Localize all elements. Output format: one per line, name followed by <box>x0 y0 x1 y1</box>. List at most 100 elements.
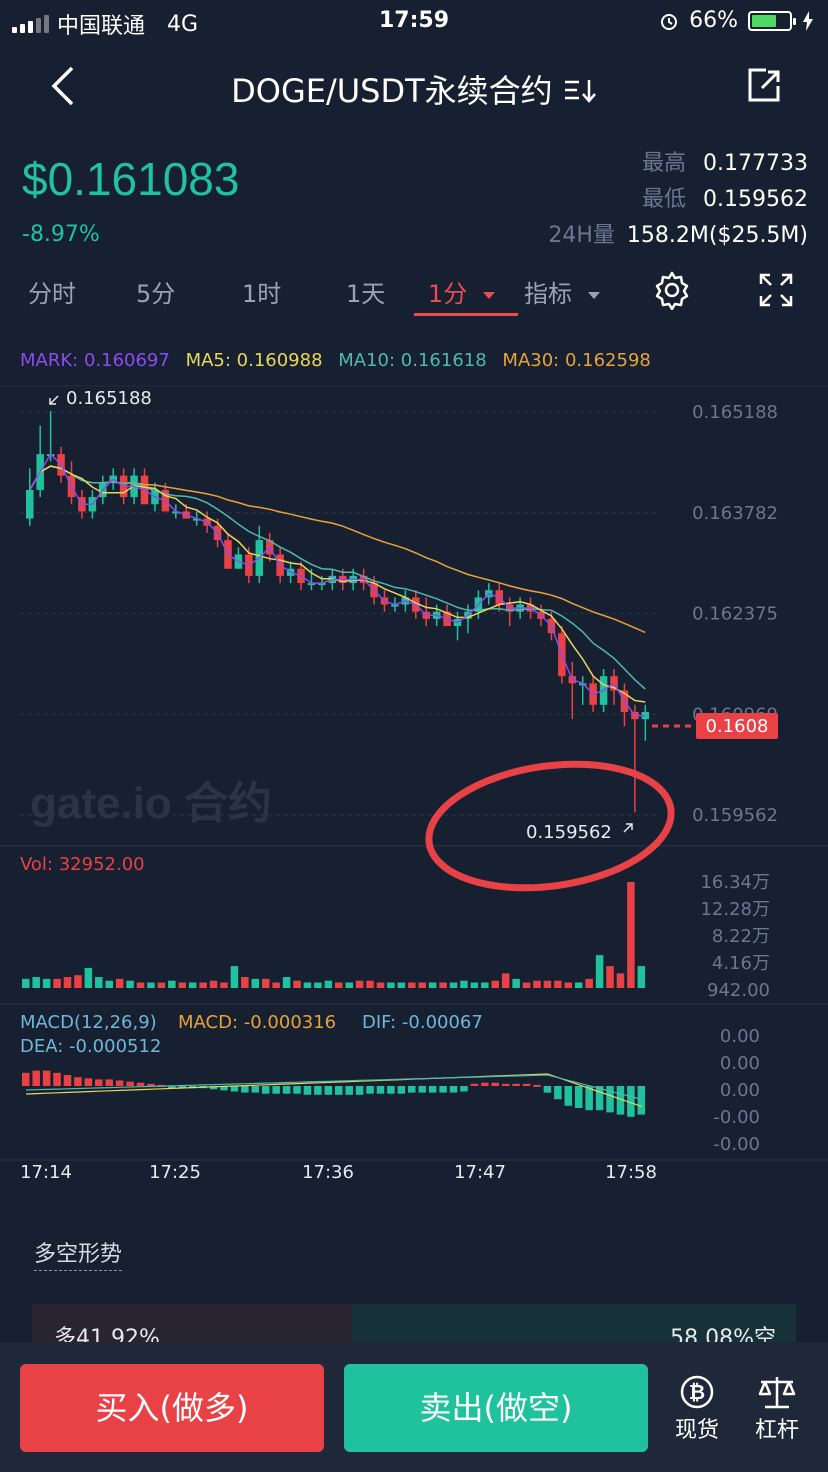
back-button[interactable] <box>40 62 88 110</box>
volume-label: 24H量 <box>548 223 615 248</box>
volume-bar <box>470 982 479 988</box>
volume-bar <box>439 982 447 988</box>
x-tick-label: 17:47 <box>454 1162 506 1183</box>
macd-bar <box>408 1086 416 1093</box>
volume-bar <box>408 982 416 988</box>
candle-body <box>26 489 34 519</box>
macd-bar <box>335 1086 343 1095</box>
settings-icon[interactable] <box>652 270 692 310</box>
share-button[interactable] <box>740 62 788 110</box>
macd-bar <box>147 1083 155 1086</box>
tab-5min[interactable]: 5分 <box>136 280 176 308</box>
mark-label: MARK: 0.160697 <box>20 350 170 371</box>
kline-chart[interactable]: gate.io 合约 0.165188 0.163782 0.162375 0.160… <box>0 340 828 1200</box>
macd-bar <box>241 1086 249 1093</box>
dea-line <box>25 1074 642 1100</box>
macd-tick-label: 0.00 <box>720 1080 760 1101</box>
volume-bar <box>554 980 562 988</box>
volume-bar <box>251 978 260 988</box>
macd-bar <box>595 1086 604 1111</box>
x-tick-label: 17:58 <box>605 1162 657 1183</box>
candle-body <box>192 518 201 521</box>
spot-button[interactable]: ₿ 现货 <box>662 1372 732 1444</box>
chart-grid <box>0 385 828 1161</box>
tab-timeshare[interactable]: 分时 <box>28 280 76 308</box>
macd-bar <box>543 1086 552 1093</box>
macd-bar <box>168 1086 176 1088</box>
macd-bar <box>42 1070 51 1086</box>
macd-tick-label: 0.00 <box>720 1026 760 1047</box>
macd-bar <box>324 1086 333 1095</box>
macd-bar <box>105 1079 113 1086</box>
high-label: 最高 <box>641 151 686 176</box>
volume-bar <box>418 982 426 988</box>
switch-pair-icon[interactable] <box>563 78 597 104</box>
ma10-label: MA10: 0.161618 <box>338 350 487 371</box>
volume-bar <box>22 978 30 988</box>
volume-bar <box>397 982 406 988</box>
volume-bar <box>512 978 520 988</box>
volume-bar <box>616 973 625 988</box>
active-tab-indicator <box>414 313 518 316</box>
dea-value: DEA: -0.000512 <box>20 1036 161 1057</box>
macd-bar <box>606 1086 614 1113</box>
candles <box>26 411 650 813</box>
volume-bar <box>303 982 312 988</box>
lever-button[interactable]: 杠杆 <box>742 1372 812 1444</box>
high-value: 0.177733 <box>703 151 808 176</box>
macd-bar <box>397 1086 406 1094</box>
last-price-tag <box>696 713 778 739</box>
buy-long-button[interactable]: 买入(做多) <box>20 1364 324 1452</box>
volume-bar <box>564 982 573 988</box>
volume-bar <box>324 980 333 988</box>
vol-tick-label: 8.22万 <box>712 926 770 947</box>
pair-title: DOGE/USDT永续合约 <box>231 72 553 110</box>
macd-bar <box>637 1086 646 1115</box>
battery-icon <box>748 10 796 31</box>
dropdown-icon <box>483 291 496 299</box>
volume-bar <box>178 982 187 988</box>
volume-bar <box>115 978 124 988</box>
volume-bar <box>136 982 145 988</box>
volume-bar <box>449 982 458 988</box>
macd-bar <box>251 1086 260 1093</box>
macd-bar <box>261 1086 270 1094</box>
macd-bar <box>481 1082 489 1086</box>
macd-bar <box>345 1086 353 1095</box>
ma10-line <box>29 465 646 690</box>
macd-bar <box>522 1083 531 1086</box>
macd-bar <box>627 1086 635 1117</box>
ma30-label: MA30: 0.162598 <box>502 350 651 371</box>
tab-1min[interactable]: 1分 <box>428 274 496 309</box>
arrow-icon <box>49 395 59 405</box>
macd-bar <box>387 1086 395 1094</box>
tab-1hour[interactable]: 1时 <box>242 280 282 308</box>
volume-bar <box>345 982 353 988</box>
macd-bar <box>220 1086 228 1091</box>
macd-bar <box>491 1082 500 1086</box>
watermark: gate.io 合约 <box>30 779 272 828</box>
volume-bar <box>314 982 322 988</box>
share-icon <box>748 68 780 102</box>
sell-short-button[interactable]: 卖出(做空) <box>344 1364 648 1452</box>
fullscreen-icon[interactable] <box>758 272 794 308</box>
x-tick-label: 17:14 <box>20 1162 72 1183</box>
macd-bar <box>126 1081 134 1086</box>
ma5-line <box>29 465 646 703</box>
chevron-left-icon <box>51 66 74 106</box>
ma-legend: MARK: 0.160697 MA5: 0.160988 MA10: 0.161… <box>20 350 661 371</box>
vol-tick-label: 4.16万 <box>712 953 770 974</box>
ma5-label: MA5: 0.160988 <box>185 350 323 371</box>
volume-bar <box>481 982 489 988</box>
last-price-tag-text: 0.1608 <box>706 716 769 737</box>
tab-indicators[interactable]: 指标 <box>524 274 600 309</box>
volume-bar <box>366 980 374 988</box>
tab-1day[interactable]: 1天 <box>346 280 386 308</box>
vol-label: Vol: 32952.00 <box>20 854 145 875</box>
volume-value: 158.2M($25.5M) <box>626 223 808 248</box>
macd-bar <box>95 1079 103 1086</box>
page-title[interactable]: DOGE/USDT永续合约 <box>0 66 828 112</box>
volume-bar <box>585 978 593 988</box>
volume-bar <box>543 980 552 988</box>
macd-bar <box>376 1086 385 1094</box>
